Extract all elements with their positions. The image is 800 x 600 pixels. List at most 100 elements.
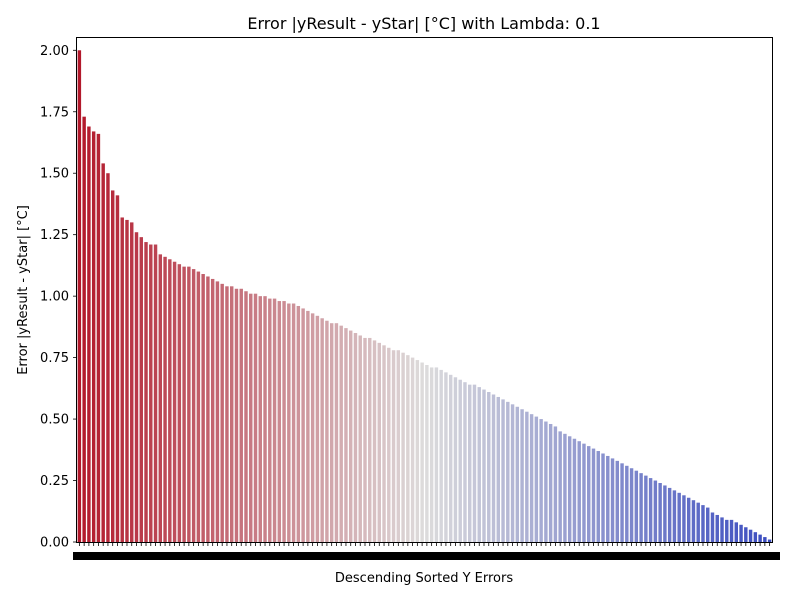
bar [734, 522, 739, 542]
bar [339, 325, 343, 542]
bar [758, 534, 762, 542]
bar [582, 443, 586, 542]
plot-frame [76, 37, 773, 543]
bar [539, 419, 543, 542]
bar [715, 514, 719, 542]
bar [325, 320, 329, 542]
bar [182, 266, 186, 542]
bar [396, 350, 401, 542]
bar [115, 195, 120, 542]
bar [153, 244, 158, 542]
x-tick-labels-overlapping [73, 552, 780, 560]
bar [249, 293, 253, 542]
bar [196, 271, 201, 542]
bar [677, 492, 681, 542]
bar [529, 414, 534, 542]
bar [415, 360, 420, 542]
bar [368, 337, 372, 542]
bar [353, 333, 358, 542]
bar [463, 382, 467, 542]
bar [177, 264, 182, 542]
bar [387, 347, 391, 542]
bar [601, 453, 605, 542]
bar [767, 539, 772, 542]
bar [491, 394, 496, 542]
bar [130, 222, 134, 542]
bar [110, 190, 115, 542]
bar [710, 512, 715, 542]
bar [301, 308, 305, 542]
bar [672, 490, 677, 542]
bar [558, 431, 562, 542]
bar [134, 232, 139, 542]
bar [372, 340, 377, 542]
bar [615, 460, 620, 542]
bar [82, 116, 86, 543]
y-tick-label: 1.25 [40, 228, 69, 243]
bar [168, 259, 172, 542]
bar [149, 244, 153, 542]
bar [363, 337, 367, 542]
bar [472, 384, 477, 542]
bar [477, 387, 481, 542]
bar [487, 392, 491, 542]
bar [172, 261, 177, 542]
bar [587, 446, 591, 542]
bar [748, 529, 753, 542]
bar [634, 470, 639, 542]
bar [739, 524, 743, 542]
bar [210, 278, 215, 542]
bar [239, 288, 243, 542]
bar [163, 256, 167, 542]
bar [725, 519, 729, 542]
bar [548, 423, 553, 542]
bar [234, 288, 239, 542]
bar [591, 448, 596, 542]
bar [125, 219, 129, 542]
bar [639, 473, 643, 542]
bar [315, 315, 320, 542]
bar [391, 350, 396, 542]
bar [520, 409, 524, 542]
bar [420, 362, 424, 542]
bar [468, 384, 472, 542]
bar [682, 495, 686, 542]
y-tick-label: 1.75 [40, 105, 69, 120]
bar [268, 298, 272, 542]
bar [144, 242, 148, 542]
bar [653, 480, 658, 542]
bar [263, 296, 267, 542]
bar [448, 374, 453, 542]
bar [215, 281, 220, 542]
y-tick-label: 1.50 [40, 167, 69, 182]
bar [253, 293, 258, 542]
bar [158, 254, 163, 542]
bar [77, 50, 82, 542]
y-tick-label: 0.75 [40, 351, 69, 366]
bar [206, 276, 210, 542]
bar [377, 342, 381, 542]
bar [577, 441, 581, 542]
bar [729, 519, 734, 542]
bar [344, 328, 348, 542]
bar [201, 274, 205, 542]
bar [553, 426, 558, 542]
bar [272, 298, 277, 542]
bar [610, 458, 615, 542]
bar [358, 335, 362, 542]
bar [763, 537, 767, 542]
bar [506, 401, 510, 542]
bar [620, 463, 624, 542]
y-tick-label: 2.00 [40, 44, 69, 59]
bar [349, 330, 353, 542]
bar [453, 377, 458, 542]
bar [187, 266, 191, 542]
bar [401, 352, 405, 542]
bar [287, 303, 291, 542]
bar [753, 532, 758, 542]
bar [525, 411, 529, 542]
bar [596, 451, 600, 542]
bar [572, 438, 577, 542]
bar [563, 433, 567, 542]
bar [406, 355, 410, 542]
